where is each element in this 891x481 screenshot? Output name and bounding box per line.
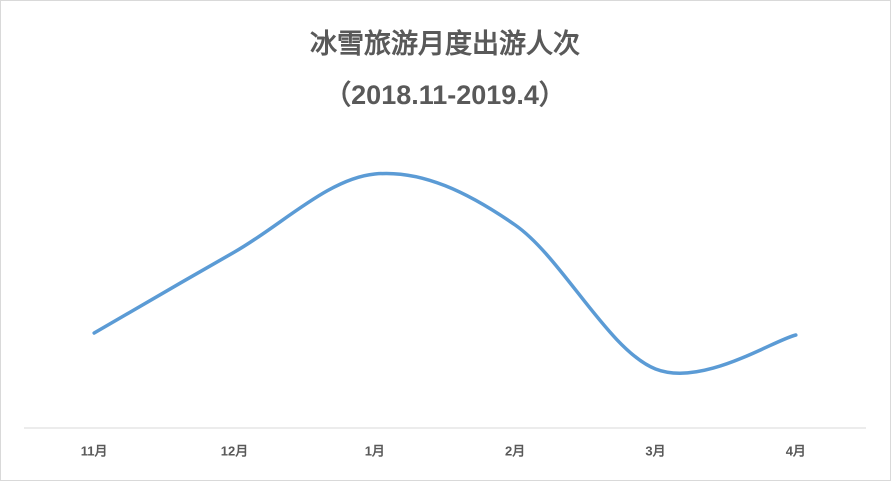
x-tick-label: 4月 xyxy=(786,443,806,458)
x-tick-label: 11月 xyxy=(81,443,108,458)
x-tick-label: 1月 xyxy=(365,443,385,458)
x-tick-label: 12月 xyxy=(221,443,248,458)
x-tick-label: 2月 xyxy=(505,443,525,458)
line-series xyxy=(92,171,798,375)
chart-title: 冰雪旅游月度出游人次 xyxy=(310,28,580,59)
chart-subtitle: （2018.11-2019.4） xyxy=(324,80,566,110)
x-tick-label: 3月 xyxy=(645,443,665,458)
